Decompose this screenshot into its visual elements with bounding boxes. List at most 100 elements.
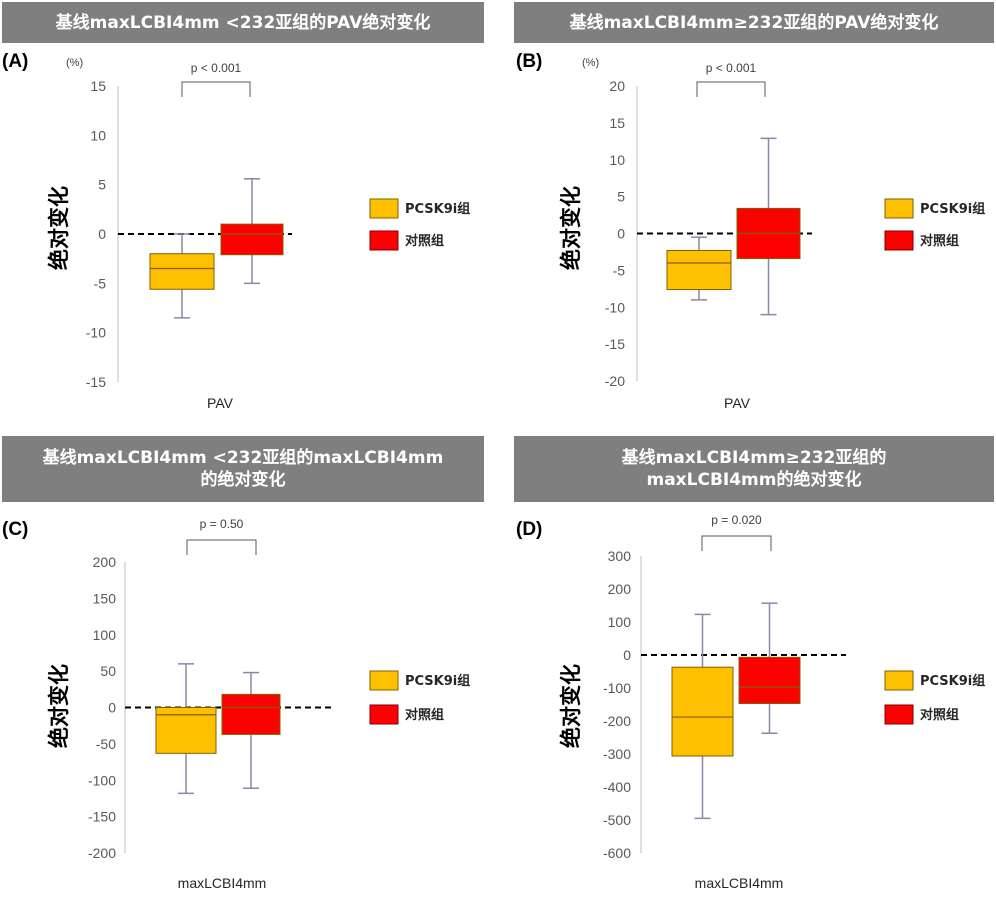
panel-d-y-tick-label: 0 [623,647,631,663]
panel-d-y-tick-label: -200 [603,713,631,729]
panel-b-y-tick-label: -10 [605,299,625,315]
legend-label-pcsk9: PCSK9i组 [405,201,470,217]
panel-b-y-tick-label: -15 [605,336,625,352]
panel-c-y-tick-label: -150 [88,809,116,825]
panel-d-tag: (D) [516,519,542,540]
panel-b-y-tick-label: 10 [609,152,625,168]
panel-d-y-tick-label: -300 [603,746,631,762]
legend-label-control: 对照组 [920,233,959,249]
legend-label-control: 对照组 [920,707,959,723]
panel-c-y-tick-label: -200 [88,845,116,861]
panel-a-box-control [220,177,284,285]
panel-b-y-tick-label: 15 [609,115,625,131]
panel-c-significance-bracket [186,539,257,555]
panel-b-y-axis-label: 绝对变化 [559,186,583,270]
panel-c-header: 基线maxLCBI4mm <232亚组的maxLCBI4mm 的绝对变化 [2,436,484,502]
panel-c-chart: (C) 200 150 100 50 0 -50 -100 -150 -200 p = 0.50 ma… [2,517,470,891]
panel-d-y-axis-label: 绝对变化 [559,664,583,748]
panel-d-p-value: p = 0.020 [711,513,762,527]
panel-a-unit-label: (%) [66,57,83,69]
panel-d-header: 基线maxLCBI4mm≥232亚组的 maxLCBI4mm的绝对变化 [514,436,994,502]
panel-a-box-pcsk9 [149,233,215,319]
panel-b-x-axis-label: PAV [724,395,751,411]
legend-swatch-pcsk9 [884,198,914,219]
panel-d-y-tick-label: 200 [608,581,632,597]
box-iqr [220,223,284,256]
panel-c-box-pcsk9 [155,663,217,795]
panel-d-y-tick-label: -100 [603,680,631,696]
panel-d-y-tick-label: -600 [603,845,631,861]
panel-b-y-tick-label: 5 [617,189,625,205]
panel-a-tag: (A) [2,51,28,72]
panel-d-y-tick-label: 100 [608,614,632,630]
panel-a-y-tick-label: 10 [90,127,106,143]
panel-b-box-pcsk9 [666,236,732,301]
box-iqr [666,249,732,291]
panel-b-y-tick-label: 0 [617,226,625,242]
panel-a-significance-bracket [181,81,251,97]
panel-c-x-axis-label: maxLCBI4mm [178,875,267,891]
panel-c-y-tick-label: -50 [96,736,116,752]
box-iqr [671,666,734,757]
box-iqr [738,656,801,705]
panel-d-y-tick-label: -500 [603,812,631,828]
panel-b-header: 基线maxLCBI4mm≥232亚组的PAV绝对变化 [514,2,994,43]
panel-b-box-control [736,137,801,316]
panel-d-significance-bracket [701,535,772,551]
panel-a-x-axis-label: PAV [207,395,234,411]
panel-a-chart: (A) (%) 15 10 5 0 -5 -10 -15 p < 0.001 PAV 绝对变化 PCSK… [2,51,470,411]
box-iqr [221,693,281,735]
panel-a-y-tick-label: 0 [98,226,106,242]
box-iqr [149,253,215,290]
legend-swatch-pcsk9 [369,198,399,219]
panel-b-y-tick-label: -20 [605,373,625,389]
legend-label-control: 对照组 [405,233,444,249]
legend-label-control: 对照组 [405,707,444,723]
panel-b-tag: (B) [516,51,542,72]
panel-a-header: 基线maxLCBI4mm <232亚组的PAV绝对变化 [2,2,484,43]
panel-d-y-tick-label: 300 [608,548,632,564]
panel-a-y-tick-label: 15 [90,78,106,94]
panel-b-p-value: p < 0.001 [706,61,757,75]
panel-c-tag: (C) [2,519,28,540]
panel-c-y-tick-label: 200 [93,554,117,570]
panel-c-y-tick-label: 50 [100,663,116,679]
legend-swatch-pcsk9 [884,670,914,691]
panel-a-y-axis-label: 绝对变化 [47,186,71,270]
panel-c-y-axis-label: 绝对变化 [47,664,71,748]
panel-d-y-tick-label: -400 [603,779,631,795]
legend-label-pcsk9: PCSK9i组 [405,673,470,689]
legend-label-pcsk9: PCSK9i组 [920,201,985,217]
legend-swatch-control [369,704,399,725]
panel-a-p-value: p < 0.001 [191,61,242,75]
panel-c-y-tick-label: -100 [88,772,116,788]
panel-d-x-axis-label: maxLCBI4mm [695,875,784,891]
panel-a-y-tick-label: -5 [94,275,107,291]
panel-b-chart: (B) (%) 20 15 10 5 0 -5 -10 -15 -20 p < 0.001 PAV 绝对变… [516,51,985,411]
panel-c-y-tick-label: 150 [93,590,117,606]
panel-a-y-tick-label: -15 [86,374,106,390]
legend-swatch-pcsk9 [369,670,399,691]
panel-c-box-control [221,671,281,790]
panel-b-y-tick-label: 20 [609,78,625,94]
panel-c-y-tick-label: 100 [93,627,117,643]
panel-d-box-pcsk9 [671,613,734,820]
panel-c-p-value: p = 0.50 [200,517,244,531]
panel-b-significance-bracket [696,81,766,97]
panel-b-y-tick-label: -5 [613,262,626,278]
legend-label-pcsk9: PCSK9i组 [920,673,985,689]
panel-d-box-control [738,602,801,734]
panel-b-unit-label: (%) [582,57,599,69]
panel-a-y-tick-label: 5 [98,177,106,193]
legend-swatch-control [884,704,914,725]
legend-swatch-control [884,230,914,251]
legend-swatch-control [369,230,399,251]
panel-a-y-tick-label: -10 [86,325,106,341]
panel-c-y-tick-label: 0 [108,700,116,716]
panel-d-chart: (D) 300 200 100 0 -100 -200 -300 -400 -500 -600 p =… [516,513,985,891]
